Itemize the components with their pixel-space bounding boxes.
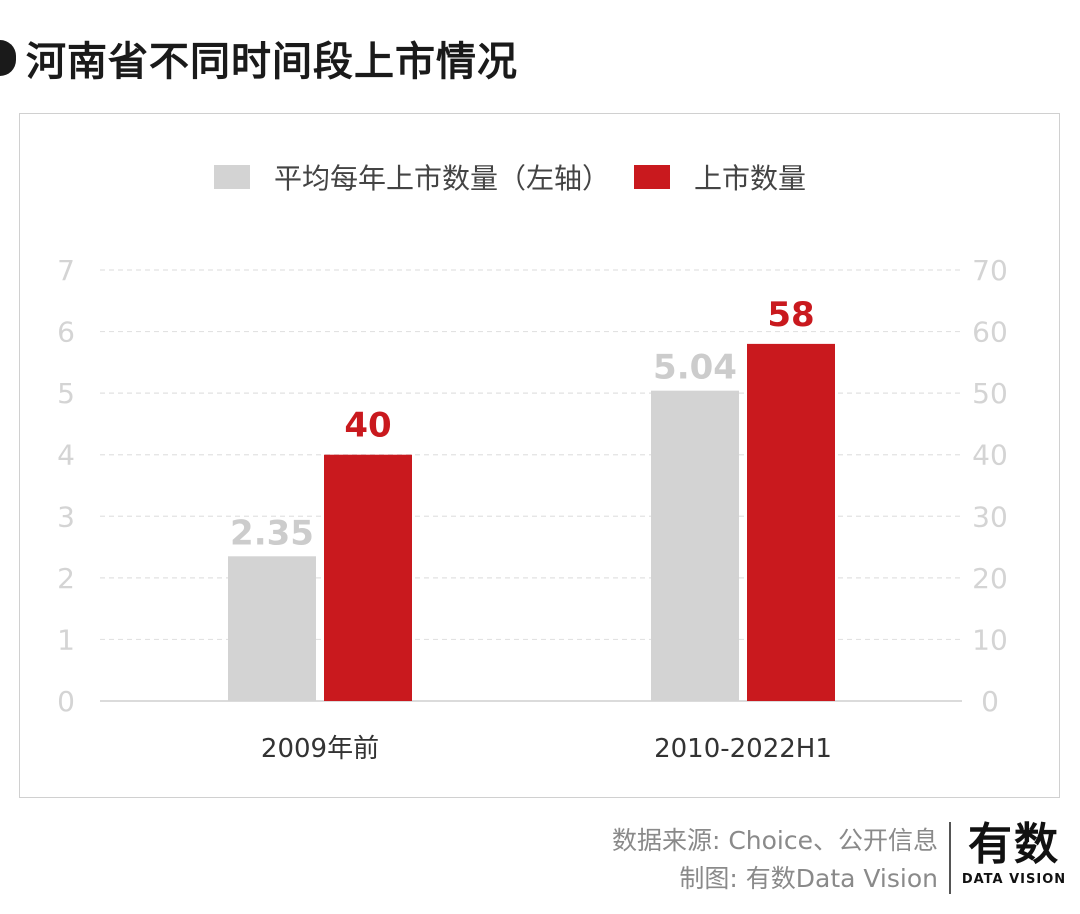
right-axis-tick: 60 [972,316,1008,349]
title-row: 河南省不同时间段上市情况 [0,28,518,88]
right-axis-tick: 40 [972,439,1008,472]
data-source: 数据来源: Choice、公开信息 [611,826,938,855]
category-label: 2010-2022H1 [654,734,832,764]
legend-label-average: 平均每年上市数量（左轴） [274,162,611,195]
data-label-average: 2.35 [230,513,314,553]
legend-swatch-count [634,165,671,189]
bar-average [651,390,739,701]
legend-label-count: 上市数量 [694,162,807,195]
data-label-average: 5.04 [653,348,737,388]
brand-logo: 有数 DATA VISION [960,818,1068,887]
footer-text: 数据来源: Choice、公开信息 制图: 有数Data Vision [612,822,938,898]
category-label: 2009年前 [261,734,379,764]
left-axis-tick: 1 [57,623,75,656]
footer-divider [949,822,951,894]
right-axis-tick: 70 [972,254,1008,287]
chart-credit: 制图: 有数Data Vision [679,864,938,893]
legend-swatch-average [214,165,250,189]
right-axis-tick: 50 [972,377,1008,410]
left-axis-tick: 2 [57,562,75,595]
left-axis-tick: 0 [57,685,75,718]
chart-frame [19,113,1060,798]
data-label-count: 40 [344,406,391,446]
right-axis-tick: 30 [972,500,1008,533]
right-axis-tick: 10 [972,623,1008,656]
data-label-count: 58 [767,295,814,335]
chart-legend: 平均每年上市数量（左轴） 上市数量 [214,155,830,199]
title-marker-icon [0,40,16,76]
left-axis-tick: 6 [57,316,75,349]
right-axis-tick: 20 [972,562,1008,595]
logo-chinese: 有数 [968,819,1060,870]
page-title: 河南省不同时间段上市情况 [26,39,518,85]
bar-count [747,343,835,701]
logo-english: DATA VISION [961,872,1067,887]
right-axis-tick: 0 [981,685,999,718]
bar-average [228,556,316,701]
left-axis-tick: 3 [57,500,75,533]
legend-item-average: 平均每年上市数量（左轴） [214,157,610,197]
legend-item-count: 上市数量 [634,157,806,197]
left-axis-tick: 7 [57,254,75,287]
bar-count [324,454,412,701]
left-axis-tick: 5 [57,377,75,410]
left-axis-tick: 4 [57,439,75,472]
